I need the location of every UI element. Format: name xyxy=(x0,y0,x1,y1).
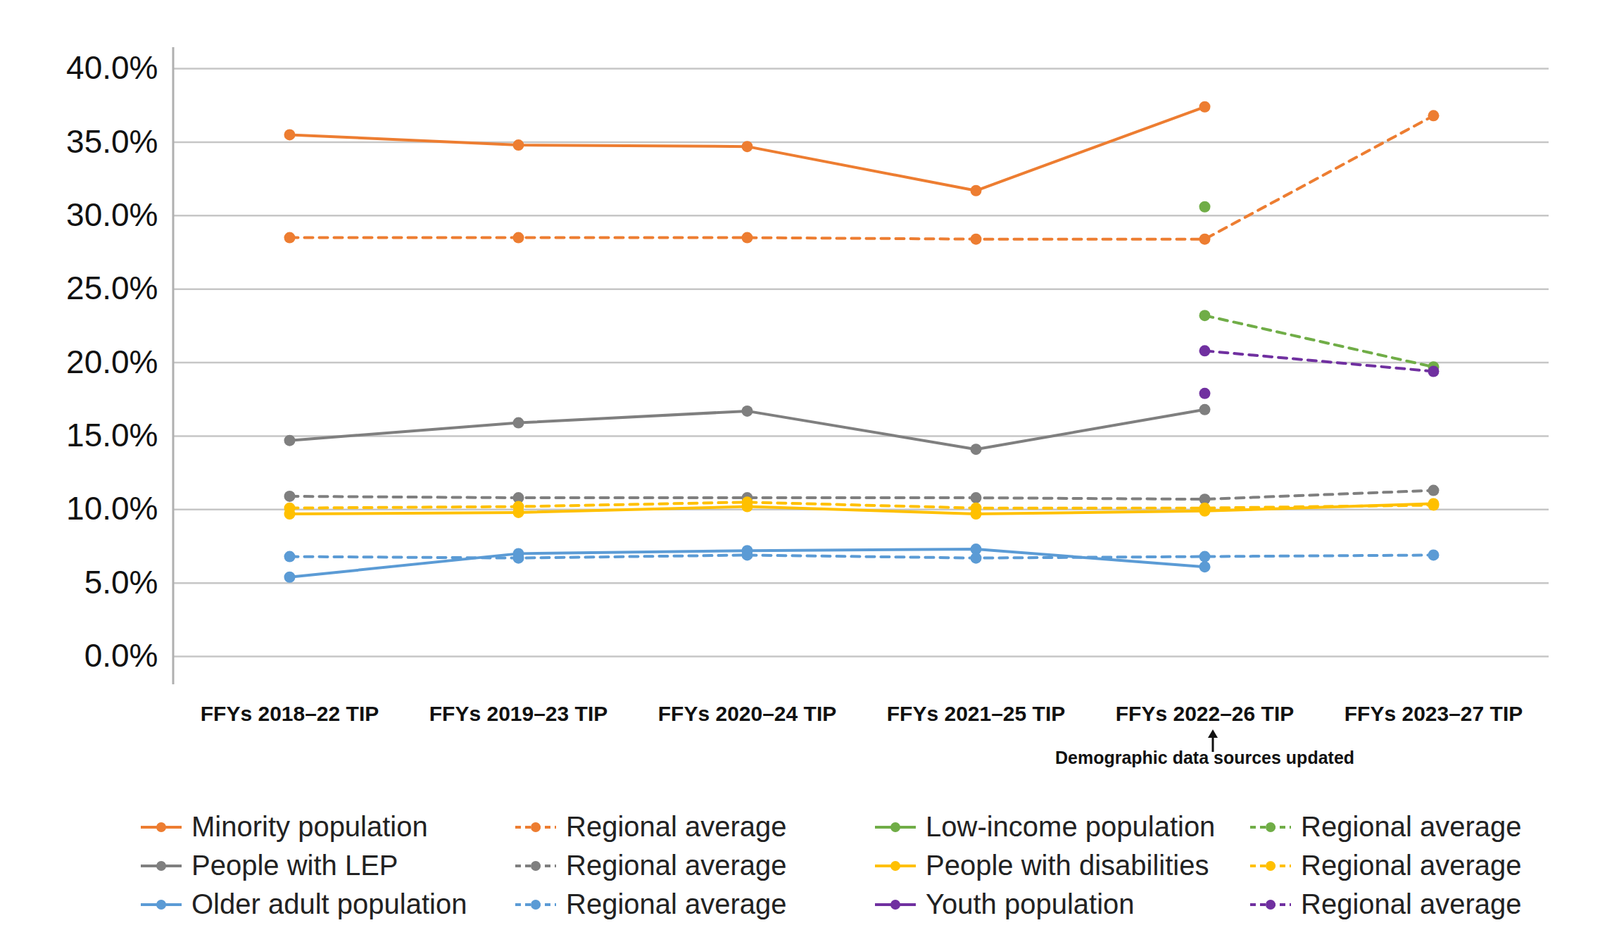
svg-text:FFYs 2022–26 TIP: FFYs 2022–26 TIP xyxy=(1115,701,1294,726)
html-text:Regional average: Regional average xyxy=(1300,810,1522,842)
html-text:People with LEP: People with LEP xyxy=(191,849,399,881)
svg-text:15.0%: 15.0% xyxy=(66,416,158,454)
html-text:Regional average: Regional average xyxy=(1300,888,1522,920)
svg-text:25.0%: 25.0% xyxy=(66,269,158,307)
html-text:People with disabilities: People with disabilities xyxy=(925,849,1209,881)
html-text:Regional average: Regional average xyxy=(565,849,787,881)
svg-text:FFYs 2018–22 TIP: FFYs 2018–22 TIP xyxy=(200,701,379,726)
svg-text:40.0%: 40.0% xyxy=(66,49,158,86)
svg-text:FFYs 2019–23 TIP: FFYs 2019–23 TIP xyxy=(429,701,608,726)
svg-text:30.0%: 30.0% xyxy=(66,196,158,233)
svg-text:0.0%: 0.0% xyxy=(84,637,159,674)
html-text:Regional average: Regional average xyxy=(565,888,787,920)
svg-text:FFYs 2021–25 TIP: FFYs 2021–25 TIP xyxy=(886,701,1066,726)
html-text:Regional average: Regional average xyxy=(1300,849,1522,881)
svg-text:20.0%: 20.0% xyxy=(66,343,158,381)
html-text:Youth population: Youth population xyxy=(925,888,1135,920)
svg-text:FFYs 2020–24 TIP: FFYs 2020–24 TIP xyxy=(658,701,837,726)
svg-text:FFYs 2023–27 TIP: FFYs 2023–27 TIP xyxy=(1344,701,1523,726)
svg-text:5.0%: 5.0% xyxy=(84,563,159,601)
svg-text:10.0%: 10.0% xyxy=(66,489,158,527)
svg-text:35.0%: 35.0% xyxy=(66,123,158,160)
svg-text:Demographic data sources updat: Demographic data sources updated xyxy=(1055,747,1355,768)
html-text:Regional average: Regional average xyxy=(565,810,787,842)
html-text:Low-income population: Low-income population xyxy=(925,810,1216,842)
html-text:Older adult population: Older adult population xyxy=(191,888,467,920)
html-text:Minority population: Minority population xyxy=(191,810,428,842)
